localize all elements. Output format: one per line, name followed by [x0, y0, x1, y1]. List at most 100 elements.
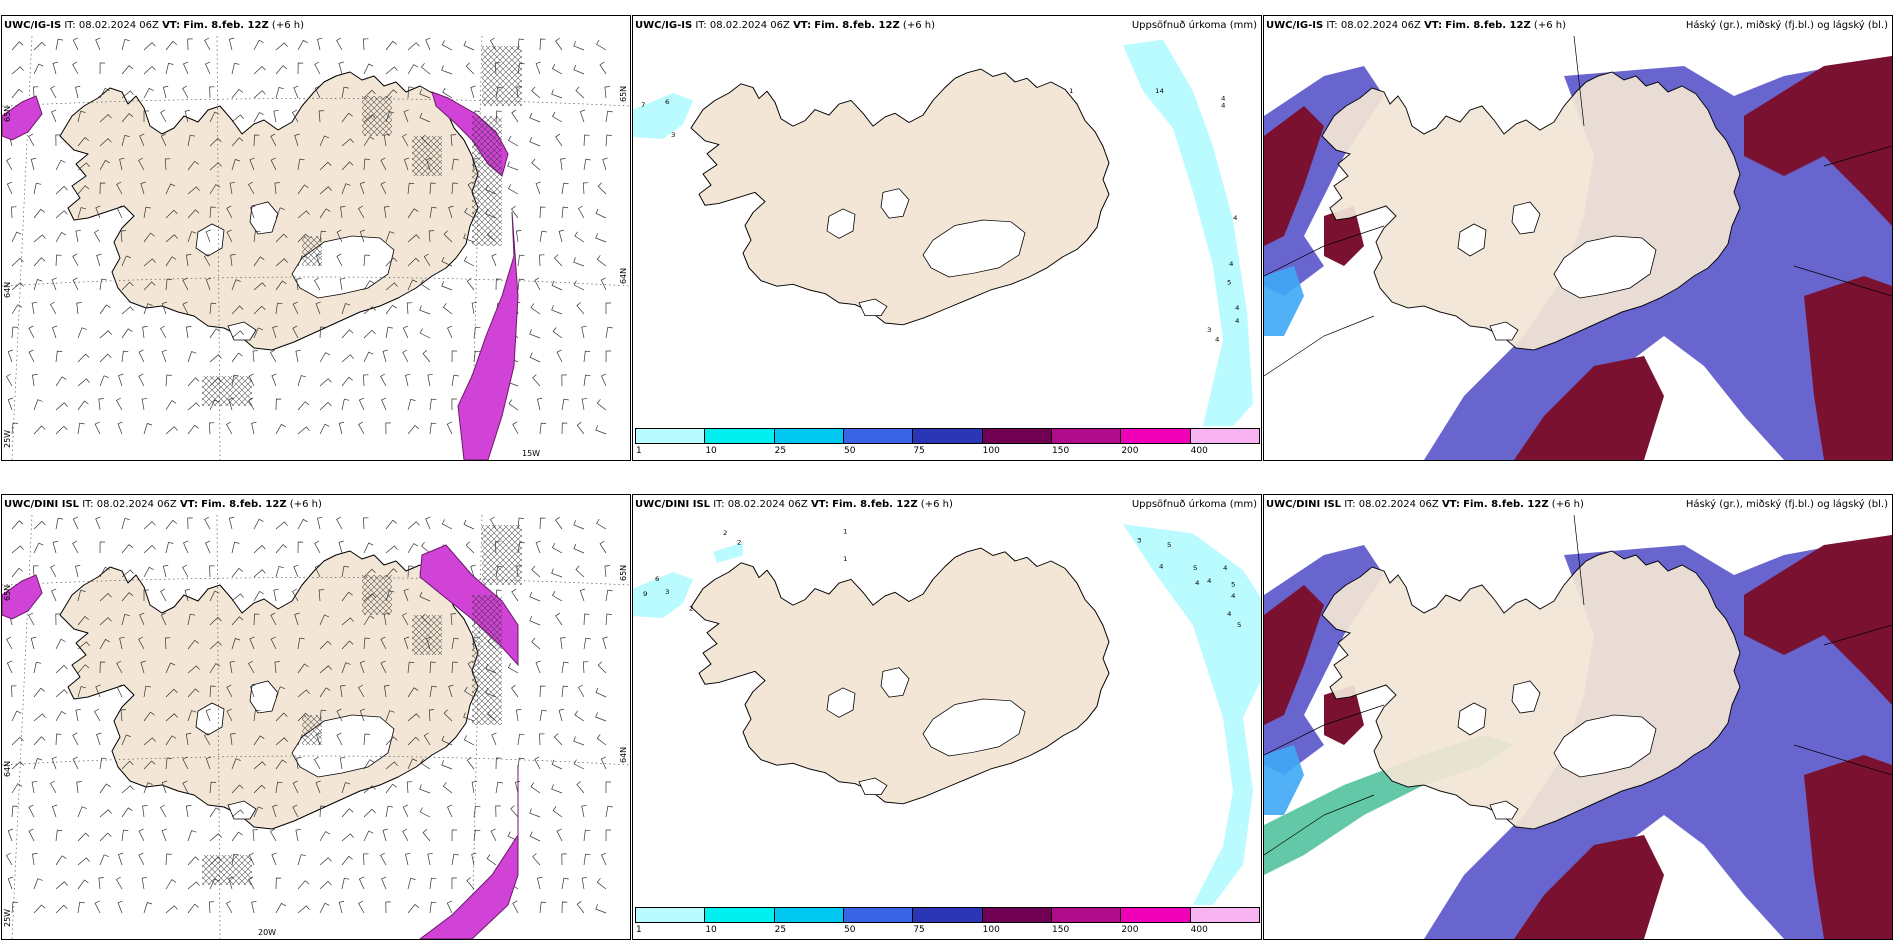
panel-field-title: Uppsöfnuð úrkoma (mm) — [1131, 20, 1257, 31]
gust-crosshatch — [482, 46, 522, 106]
precip-value-label: 2 — [737, 539, 741, 547]
vt-value: Fim. 8.feb. 12Z — [1463, 499, 1549, 510]
glacier-outline — [922, 698, 1026, 757]
vt-label: VT: — [162, 20, 181, 31]
vt-label: VT: — [1424, 20, 1443, 31]
precip-colorbar: 1 10 25 50 75 100 150 200 400 — [635, 428, 1260, 458]
glacier-outline — [195, 702, 225, 736]
precip-value-label: 4 — [1207, 577, 1211, 585]
step-label: (+6 h) — [1551, 499, 1584, 510]
colorbar-tick-label: 1 — [636, 925, 642, 935]
high-cloud — [1324, 685, 1364, 745]
gust-crosshatch — [362, 96, 392, 136]
precip-value-label: 5 — [1231, 581, 1235, 589]
glacier-outline — [195, 223, 225, 257]
gust-crosshatch — [202, 376, 252, 406]
colorbar-swatch — [981, 907, 1052, 923]
lon-label: 15W — [522, 449, 540, 458]
lat-label: 65N — [619, 565, 628, 581]
vt-label: VT: — [1441, 499, 1460, 510]
region-borders — [1264, 515, 1892, 856]
precip-value-label: 3 — [1207, 326, 1211, 334]
colorbar-swatch — [1120, 428, 1191, 444]
model-name: UWC/IG-IS — [4, 20, 62, 31]
colorbar-swatch — [843, 907, 914, 923]
wind-map: 65N 64N 25W 65N 64N 20W — [2, 515, 630, 939]
vt-label: VT: — [179, 499, 198, 510]
glacier-outline — [826, 208, 856, 239]
high-cloud — [1264, 106, 1324, 246]
precip-value-label: 4 — [1159, 563, 1163, 571]
precip-area — [633, 93, 693, 140]
glacier-outline — [858, 298, 888, 316]
precip-colorbar: 1 10 25 50 75 100 150 200 400 — [635, 907, 1260, 937]
precip-value-label: 5 — [1167, 541, 1171, 549]
glacier-outline — [1511, 201, 1541, 235]
gust-band — [2, 95, 43, 141]
colorbar-swatch — [912, 907, 983, 923]
colorbar-tick-label: 100 — [982, 446, 1000, 456]
panel-header: UWC/DINI ISL IT: 08.02.2024 06Z VT: Fim.… — [1264, 495, 1892, 515]
glacier-outline — [1511, 680, 1541, 714]
colorbar-swatch — [912, 428, 983, 444]
high-cloud — [1744, 535, 1892, 705]
precip-value-label: 1 — [1069, 87, 1073, 95]
it-label: IT: — [1344, 499, 1356, 510]
gust-band — [2, 574, 43, 620]
it-label: IT: — [695, 20, 707, 31]
precip-value-label: 4 — [1235, 317, 1239, 325]
glacier-outline — [1489, 800, 1519, 820]
precip-value-label: 5 — [1237, 621, 1241, 629]
it-label: IT: — [1326, 20, 1338, 31]
lat-label: 64N — [619, 747, 628, 763]
gust-crosshatch — [202, 855, 252, 885]
map-panel-wind-dini: UWC/DINI ISL IT: 08.02.2024 06Z VT: Fim.… — [1, 494, 631, 940]
precip-value-label: 1 — [843, 555, 847, 563]
vt-value: Fim. 8.feb. 12Z — [201, 499, 287, 510]
lat-label: 65N — [3, 585, 12, 601]
gust-crosshatch — [302, 236, 322, 266]
lat-lon-grid — [2, 36, 630, 460]
gust-crosshatch — [412, 615, 442, 655]
high-cloud — [1804, 276, 1892, 460]
glacier-outline — [922, 219, 1026, 278]
precip-value-label: 6 — [665, 98, 669, 106]
colorbar-tick-label: 1 — [636, 446, 642, 456]
model-name: UWC/DINI ISL — [1266, 499, 1342, 510]
colorbar-tick-label: 10 — [705, 925, 717, 935]
precip-value-label: 3 — [1137, 537, 1141, 545]
map-panel-cloud-igis: UWC/IG-IS IT: 08.02.2024 06Z VT: Fim. 8.… — [1263, 15, 1893, 461]
colorbar-swatch — [1189, 428, 1260, 444]
colorbar-tick-label: 400 — [1190, 446, 1208, 456]
high-cloud — [1324, 206, 1364, 266]
colorbar-swatch — [635, 907, 706, 923]
precip-value-label: 3 — [665, 588, 669, 596]
precip-value-label: 9 — [643, 590, 647, 598]
precip-value-label: 7 — [641, 101, 645, 109]
colorbar-swatch — [843, 428, 914, 444]
colorbar-swatch — [1051, 428, 1122, 444]
colorbar-tick-label: 75 — [913, 925, 925, 935]
precip-value-label: 3 — [671, 131, 675, 139]
cloud-map — [1264, 36, 1892, 460]
precip-value-label: 4 — [1233, 214, 1237, 222]
precip-area — [633, 572, 693, 619]
precip-value-label: 6 — [655, 575, 659, 583]
it-label: IT: — [64, 20, 76, 31]
colorbar-swatch — [635, 428, 706, 444]
model-name: UWC/IG-IS — [635, 20, 693, 31]
model-name: UWC/DINI ISL — [4, 499, 80, 510]
glacier-outline — [1457, 702, 1487, 736]
it-value: 08.02.2024 06Z — [96, 499, 177, 510]
panel-header: UWC/IG-IS IT: 08.02.2024 06Z VT: Fim. 8.… — [633, 16, 1261, 36]
panel-header: UWC/DINI ISL IT: 08.02.2024 06Z VT: Fim.… — [2, 495, 630, 515]
glacier-outline — [1457, 223, 1487, 257]
map-panel-wind-igis: UWC/IG-IS IT: 08.02.2024 06Z VT: Fim. 8.… — [1, 15, 631, 461]
colorbar-tick-label: 50 — [844, 925, 856, 935]
colorbar-tick-label: 25 — [774, 446, 787, 456]
precip-area — [1123, 524, 1261, 905]
region-borders — [1264, 36, 1892, 377]
colorbar-swatch — [704, 428, 775, 444]
